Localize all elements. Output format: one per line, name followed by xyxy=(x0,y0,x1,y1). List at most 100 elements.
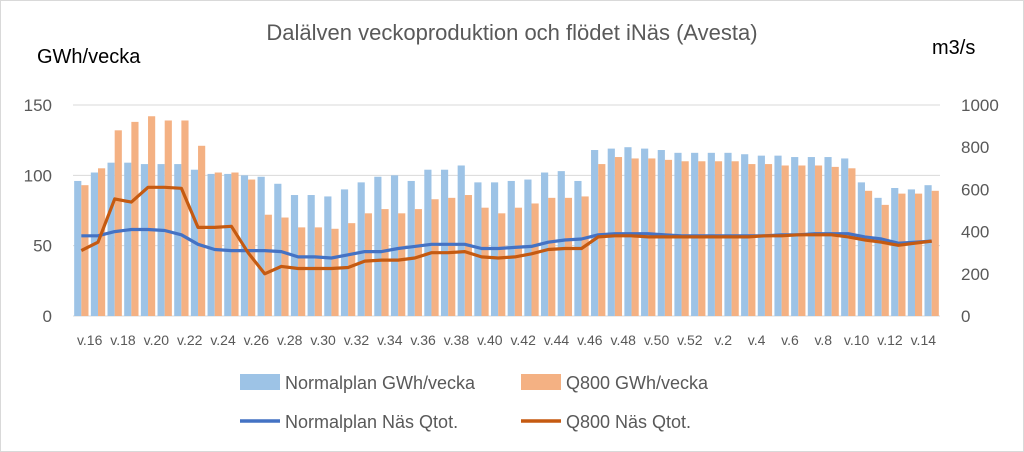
y-left-axis-title: GWh/vecka xyxy=(37,46,141,68)
bar xyxy=(148,116,156,317)
bar xyxy=(764,164,773,316)
x-tick-label: v.42 xyxy=(510,332,536,348)
x-tick-label: v.32 xyxy=(344,332,370,348)
bar xyxy=(264,214,272,316)
bar xyxy=(748,164,756,316)
bar xyxy=(514,207,523,316)
bar xyxy=(174,164,182,316)
chart-title: Dalälven veckoproduktion och flödet iNäs… xyxy=(266,20,757,45)
bar xyxy=(624,147,632,316)
y-left-tick-label: 50 xyxy=(33,237,52,256)
bar xyxy=(448,197,456,316)
x-tick-label: v.40 xyxy=(477,332,503,348)
bar xyxy=(531,203,539,316)
bar xyxy=(557,171,565,316)
bar xyxy=(381,209,389,316)
legend-label: Normalplan Näs Qtot. xyxy=(285,412,458,432)
bar xyxy=(591,150,599,316)
x-tick-label: v.26 xyxy=(244,332,270,348)
bar xyxy=(564,197,573,316)
bar xyxy=(874,197,882,316)
bar xyxy=(914,193,923,316)
bar xyxy=(81,185,89,316)
bar xyxy=(207,173,215,316)
bar xyxy=(374,176,382,316)
bar xyxy=(548,197,556,316)
bar xyxy=(698,161,706,316)
bar xyxy=(74,180,82,316)
bar xyxy=(231,172,239,316)
bar xyxy=(814,165,823,316)
bar xyxy=(598,164,606,316)
bar xyxy=(831,166,839,316)
bar xyxy=(348,223,356,316)
bar xyxy=(114,130,122,316)
x-tick-label: v.8 xyxy=(814,332,832,348)
y-right-axis-title: m3/s xyxy=(932,37,975,59)
bar xyxy=(164,120,172,317)
y-right-tick-label: 1000 xyxy=(961,96,999,115)
legend-swatch xyxy=(521,374,561,390)
bar xyxy=(198,145,206,316)
bar xyxy=(924,185,932,316)
x-tick-label: v.24 xyxy=(210,332,236,348)
bar xyxy=(857,182,865,316)
bar xyxy=(357,182,365,316)
bar xyxy=(398,213,406,316)
bar xyxy=(891,187,899,316)
legend-swatch xyxy=(240,374,280,390)
bar xyxy=(481,207,489,316)
bar xyxy=(581,196,589,316)
bar xyxy=(131,121,139,316)
x-tick-label: v.18 xyxy=(110,332,136,348)
y-left-tick-label: 0 xyxy=(43,307,52,326)
x-tick-label: v.38 xyxy=(444,332,470,348)
y-left-tick-label: 100 xyxy=(24,166,52,185)
legend-label: Q800 GWh/vecka xyxy=(566,373,709,393)
x-tick-label: v.10 xyxy=(844,332,870,348)
x-tick-label: v.44 xyxy=(544,332,570,348)
legend-label: Normalplan GWh/vecka xyxy=(285,373,476,393)
bar xyxy=(431,199,439,316)
x-tick-label: v.12 xyxy=(877,332,903,348)
bar xyxy=(824,157,832,316)
x-tick-label: v.36 xyxy=(410,332,436,348)
x-tick-label: v.4 xyxy=(748,332,766,348)
x-tick-label: v.34 xyxy=(377,332,403,348)
bar xyxy=(714,161,723,316)
bar xyxy=(498,213,506,316)
bar xyxy=(390,175,399,316)
y-right-tick-label: 200 xyxy=(961,265,989,284)
bar xyxy=(214,172,222,316)
y-right-tick-label: 600 xyxy=(961,180,989,199)
bar xyxy=(607,148,615,316)
bar xyxy=(907,189,915,316)
bar xyxy=(98,168,106,316)
bar xyxy=(314,227,322,316)
bar xyxy=(414,209,422,316)
x-tick-label: v.14 xyxy=(911,332,937,348)
bar xyxy=(181,120,189,317)
x-tick-label: v.46 xyxy=(577,332,603,348)
bar xyxy=(157,164,165,316)
x-tick-label: v.20 xyxy=(144,332,170,348)
bar xyxy=(464,195,472,316)
bar xyxy=(848,168,856,316)
bar xyxy=(681,161,689,316)
bar xyxy=(107,162,115,316)
x-tick-label: v.16 xyxy=(77,332,103,348)
bar xyxy=(124,162,132,316)
bar xyxy=(364,213,372,316)
y-right-tick-label: 0 xyxy=(961,307,970,326)
bar-series xyxy=(74,116,939,317)
bar xyxy=(807,157,815,316)
x-tick-label: v.30 xyxy=(310,332,336,348)
bar xyxy=(424,169,432,316)
bar xyxy=(931,190,939,316)
bar xyxy=(781,165,789,316)
x-tick-label: v.48 xyxy=(610,332,636,348)
line-series xyxy=(80,185,932,276)
bar xyxy=(248,179,256,316)
legend-label: Q800 Näs Qtot. xyxy=(566,412,691,432)
